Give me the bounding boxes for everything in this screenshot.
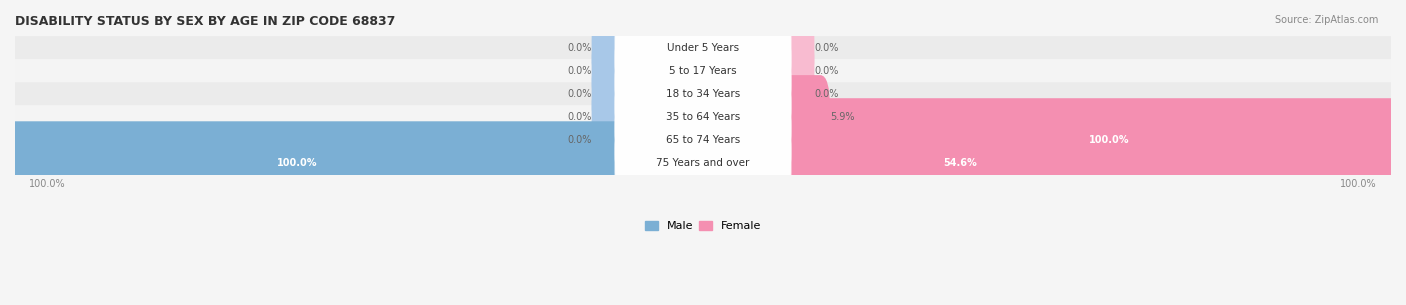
Text: 5.9%: 5.9% bbox=[830, 112, 855, 122]
FancyBboxPatch shape bbox=[15, 82, 1391, 105]
Text: 54.6%: 54.6% bbox=[943, 158, 977, 168]
FancyBboxPatch shape bbox=[772, 52, 814, 136]
FancyBboxPatch shape bbox=[614, 39, 792, 148]
FancyBboxPatch shape bbox=[614, 63, 792, 171]
FancyBboxPatch shape bbox=[772, 121, 1149, 205]
Text: 100.0%: 100.0% bbox=[277, 158, 316, 168]
Text: 100.0%: 100.0% bbox=[1090, 135, 1129, 145]
Text: 0.0%: 0.0% bbox=[567, 135, 592, 145]
Text: Under 5 Years: Under 5 Years bbox=[666, 43, 740, 53]
FancyBboxPatch shape bbox=[592, 29, 634, 113]
Text: 35 to 64 Years: 35 to 64 Years bbox=[666, 112, 740, 122]
Text: 65 to 74 Years: 65 to 74 Years bbox=[666, 135, 740, 145]
Legend: Male, Female: Male, Female bbox=[644, 221, 762, 231]
Text: 18 to 34 Years: 18 to 34 Years bbox=[666, 89, 740, 99]
FancyBboxPatch shape bbox=[614, 0, 792, 102]
FancyBboxPatch shape bbox=[15, 36, 1391, 59]
FancyBboxPatch shape bbox=[15, 59, 1391, 82]
Text: 75 Years and over: 75 Years and over bbox=[657, 158, 749, 168]
FancyBboxPatch shape bbox=[15, 105, 1391, 128]
FancyBboxPatch shape bbox=[592, 6, 634, 89]
FancyBboxPatch shape bbox=[592, 52, 634, 136]
FancyBboxPatch shape bbox=[614, 16, 792, 125]
Text: 0.0%: 0.0% bbox=[814, 89, 839, 99]
FancyBboxPatch shape bbox=[772, 98, 1406, 182]
FancyBboxPatch shape bbox=[614, 85, 792, 195]
FancyBboxPatch shape bbox=[0, 121, 634, 205]
FancyBboxPatch shape bbox=[772, 6, 814, 89]
Text: 5 to 17 Years: 5 to 17 Years bbox=[669, 66, 737, 76]
Text: Source: ZipAtlas.com: Source: ZipAtlas.com bbox=[1274, 15, 1378, 25]
Text: 0.0%: 0.0% bbox=[814, 43, 839, 53]
Text: 0.0%: 0.0% bbox=[567, 66, 592, 76]
Text: 0.0%: 0.0% bbox=[567, 112, 592, 122]
Text: 0.0%: 0.0% bbox=[567, 89, 592, 99]
FancyBboxPatch shape bbox=[772, 29, 814, 113]
Text: 0.0%: 0.0% bbox=[814, 66, 839, 76]
Text: DISABILITY STATUS BY SEX BY AGE IN ZIP CODE 68837: DISABILITY STATUS BY SEX BY AGE IN ZIP C… bbox=[15, 15, 395, 28]
Text: 0.0%: 0.0% bbox=[567, 43, 592, 53]
FancyBboxPatch shape bbox=[592, 98, 634, 182]
FancyBboxPatch shape bbox=[15, 128, 1391, 152]
FancyBboxPatch shape bbox=[614, 109, 792, 217]
FancyBboxPatch shape bbox=[772, 75, 830, 159]
FancyBboxPatch shape bbox=[592, 75, 634, 159]
FancyBboxPatch shape bbox=[15, 152, 1391, 175]
